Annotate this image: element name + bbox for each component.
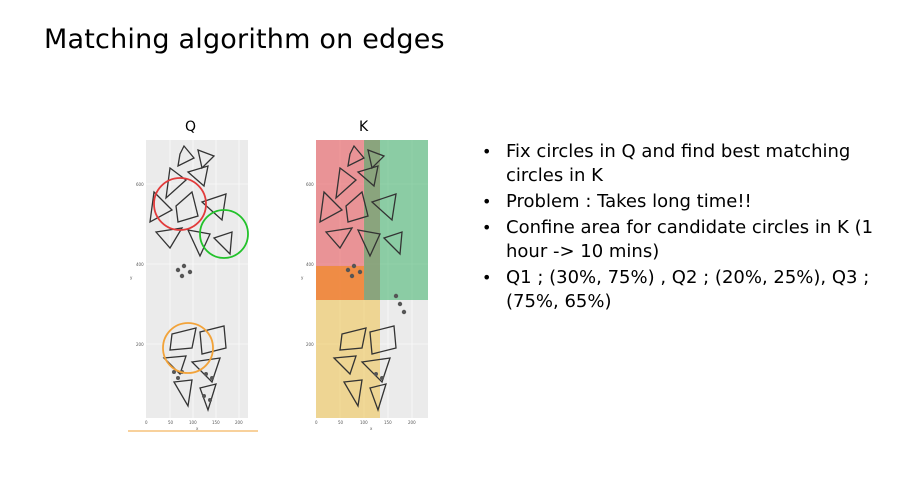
page-title: Matching algorithm on edges bbox=[44, 24, 445, 55]
q-axis-ticks: 600 400 200 0 50 100 150 200 y x bbox=[130, 182, 243, 431]
bullet-item: Q1 ; (30%, 75%) , Q2 ; (20%, 25%), Q3 ; … bbox=[480, 266, 890, 314]
svg-text:400: 400 bbox=[306, 262, 314, 267]
candidate-circle-red bbox=[153, 177, 207, 231]
region-green bbox=[364, 140, 428, 300]
panel-k-plot: 600 400 200 0 50 100 150 200 y x bbox=[301, 140, 428, 431]
bullet-item: Confine area for candidate circles in K … bbox=[480, 216, 890, 264]
bullet-item: Fix circles in Q and find best matching … bbox=[480, 140, 890, 188]
region-yellow bbox=[316, 300, 380, 418]
shoe-print-outline bbox=[149, 144, 233, 413]
svg-text:200: 200 bbox=[306, 342, 314, 347]
svg-text:0: 0 bbox=[145, 420, 148, 425]
svg-text:200: 200 bbox=[235, 420, 243, 425]
shoe-print-outline bbox=[319, 144, 403, 413]
shoe-print-tread bbox=[345, 263, 407, 380]
bullet-item: Problem : Takes long time!! bbox=[480, 190, 890, 214]
bullet-list: Fix circles in Q and find best matching … bbox=[480, 140, 890, 316]
svg-text:x: x bbox=[370, 426, 373, 431]
svg-text:100: 100 bbox=[189, 420, 197, 425]
svg-text:200: 200 bbox=[408, 420, 416, 425]
panel-q-plot: 600 400 200 0 50 100 150 200 y x bbox=[128, 140, 258, 432]
svg-text:y: y bbox=[301, 275, 304, 280]
svg-text:150: 150 bbox=[212, 420, 220, 425]
candidate-circle-green bbox=[199, 209, 249, 259]
svg-text:600: 600 bbox=[306, 182, 314, 187]
svg-text:100: 100 bbox=[360, 420, 368, 425]
k-axis-ticks: 600 400 200 0 50 100 150 200 y x bbox=[301, 182, 416, 431]
svg-text:400: 400 bbox=[136, 262, 144, 267]
svg-text:y: y bbox=[130, 275, 133, 280]
svg-text:50: 50 bbox=[168, 420, 174, 425]
panel-q-label: Q bbox=[185, 119, 197, 135]
svg-text:150: 150 bbox=[384, 420, 392, 425]
plot-background bbox=[146, 140, 248, 418]
region-orange bbox=[316, 266, 364, 300]
svg-text:0: 0 bbox=[315, 420, 318, 425]
svg-text:200: 200 bbox=[136, 342, 144, 347]
svg-text:50: 50 bbox=[338, 420, 344, 425]
candidate-circle-orange bbox=[162, 322, 214, 374]
shoe-print-tread bbox=[172, 263, 214, 402]
svg-text:600: 600 bbox=[136, 182, 144, 187]
svg-text:x: x bbox=[196, 426, 199, 431]
panel-k-label: K bbox=[359, 119, 369, 135]
